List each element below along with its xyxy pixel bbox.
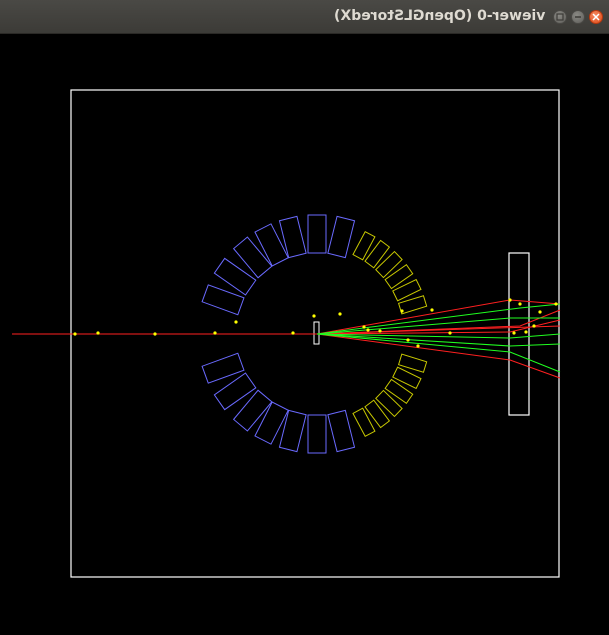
hit-16	[508, 298, 512, 302]
detector-scene	[12, 89, 561, 578]
blue-module-top-5	[307, 214, 327, 254]
hit-20	[532, 324, 536, 328]
yellow-module-bottom-2	[375, 389, 403, 418]
hit-8	[362, 325, 366, 329]
hit-0	[73, 332, 77, 336]
track-6	[316, 333, 561, 347]
hit-13	[416, 344, 420, 348]
track-4	[316, 309, 561, 335]
hit-6	[312, 314, 316, 318]
hit-15	[448, 331, 452, 335]
blue-module-bottom-6	[327, 409, 356, 453]
minimize-icon	[575, 16, 581, 18]
hit-22	[554, 302, 558, 306]
blue-module-bottom-4	[278, 409, 307, 453]
track-3	[316, 333, 561, 379]
blue-module-top-2	[232, 236, 273, 279]
blue-module-top-6	[327, 215, 356, 259]
hit-3	[213, 331, 217, 335]
track-7	[316, 333, 561, 373]
hit-2	[153, 332, 157, 336]
minimize-button[interactable]	[571, 10, 585, 24]
yellow-module-top-0	[352, 230, 376, 261]
hit-4	[234, 320, 238, 324]
yellow-module-top-5	[397, 295, 428, 315]
yellow-module-top-2	[375, 250, 403, 279]
hit-17	[512, 331, 516, 335]
hit-1	[96, 331, 100, 335]
blue-module-top-0	[201, 284, 245, 316]
blue-module-bottom-1	[213, 372, 257, 411]
hit-12	[406, 338, 410, 342]
blue-module-bottom-2	[232, 389, 273, 432]
close-button[interactable]	[589, 10, 603, 24]
maximize-button[interactable]	[553, 10, 567, 24]
track-2	[316, 319, 561, 335]
opengl-canvas[interactable]	[0, 34, 609, 635]
hit-9	[366, 328, 370, 332]
vertex-detector	[313, 321, 320, 345]
yellow-module-bottom-5	[397, 353, 428, 373]
hit-19	[524, 330, 528, 334]
hit-21	[538, 310, 542, 314]
hit-14	[430, 308, 434, 312]
track-8	[316, 333, 561, 339]
hit-18	[518, 302, 522, 306]
blue-module-bottom-0	[201, 352, 245, 384]
close-icon	[592, 13, 600, 21]
yellow-module-bottom-0	[352, 407, 376, 438]
downstream-detector	[508, 252, 530, 416]
yellow-module-bottom-1	[364, 399, 391, 429]
track-5	[316, 317, 560, 335]
maximize-icon	[556, 13, 564, 21]
hit-11	[400, 309, 404, 313]
hit-5	[291, 331, 295, 335]
yellow-module-top-4	[392, 278, 422, 302]
yellow-module-top-1	[364, 239, 391, 269]
hit-10	[378, 329, 382, 333]
blue-module-bottom-5	[307, 414, 327, 454]
yellow-module-bottom-4	[392, 366, 422, 390]
blue-module-top-1	[213, 257, 257, 296]
window-title: viewer-0 (OpenGLStoredX)	[333, 8, 545, 24]
blue-module-bottom-3	[254, 401, 289, 445]
hit-7	[338, 312, 342, 316]
blue-module-top-3	[254, 223, 289, 267]
window-titlebar[interactable]: viewer-0 (OpenGLStoredX)	[0, 0, 609, 34]
blue-module-top-4	[278, 215, 307, 259]
yellow-module-bottom-3	[384, 378, 414, 405]
track-9	[316, 303, 561, 335]
yellow-module-top-3	[384, 263, 414, 290]
